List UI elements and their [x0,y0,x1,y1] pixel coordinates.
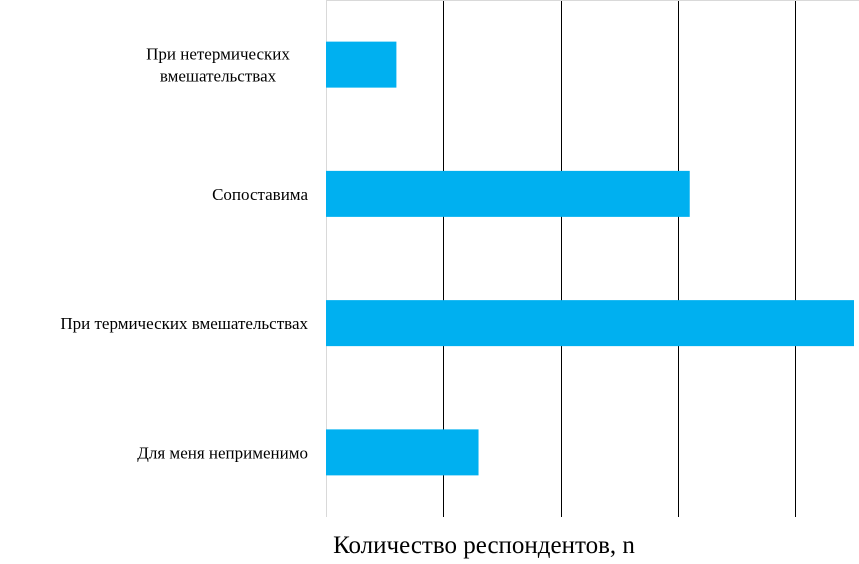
category-label-0: При нетермических вмешательствах [146,45,290,86]
category-label-2: При термических вмешательствах [60,314,308,333]
bars [326,41,854,476]
bar-1 [326,170,690,217]
bar-0 [326,41,397,88]
category-labels: При нетермических вмешательствах Сопостави… [60,45,308,463]
bar-3 [326,429,479,476]
category-label-1: Сопоставима [212,185,308,204]
bar-2 [326,300,854,347]
category-label-line-0-1: вмешательствах [160,67,277,86]
category-label-line-3-0: Для меня неприменимо [137,443,308,462]
category-label-line-1-0: Сопоставима [212,185,308,204]
x-axis-title: Количество респондентов, n [333,532,635,559]
category-label-line-2-0: При термических вмешательствах [60,314,308,333]
category-label-line-0-0: При нетермических [146,45,290,64]
category-label-3: Для меня неприменимо [137,443,308,462]
